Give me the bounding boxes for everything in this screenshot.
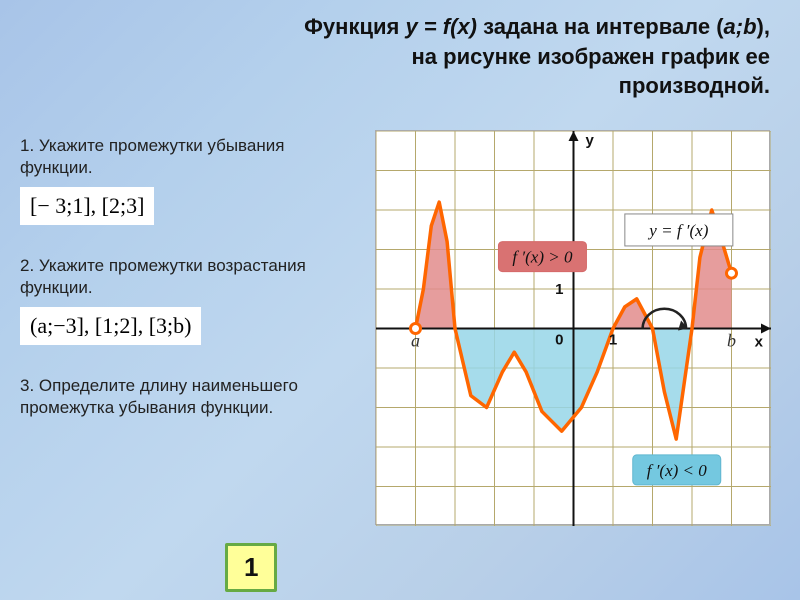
title-ab: a;b (724, 14, 757, 39)
slide-title: Функция y = f(x) задана на интервале (a;… (0, 0, 800, 109)
svg-text:1: 1 (609, 332, 617, 349)
title-part2: задана на интервале ( (477, 14, 724, 39)
svg-text:y = f ′(x): y = f ′(x) (647, 221, 708, 240)
title-close: ), (757, 14, 770, 39)
svg-text:b: b (727, 331, 736, 351)
task-2: 2. Укажите промежутки возрастания функци… (20, 255, 355, 299)
svg-text:f ′(x) > 0: f ′(x) > 0 (512, 248, 573, 267)
derivative-chart: 0 1 1 y x a b f ′(x) > 0 f ′(x) < 0 y = f ′(x) (376, 131, 771, 526)
svg-text:f ′(x) < 0: f ′(x) < 0 (647, 461, 708, 480)
final-answer: 1 (225, 543, 277, 592)
task-1-answer: [− 3;1], [2;3] (20, 187, 154, 225)
svg-text:0: 0 (555, 332, 563, 349)
title-line3: производной. (619, 73, 770, 98)
title-fn: y = f(x) (405, 14, 477, 39)
task-1: 1. Укажите промежутки убывания функции. (20, 135, 355, 179)
task-2-answer: (a;−3], [1;2], [3;b) (20, 307, 201, 345)
svg-text:y: y (586, 132, 595, 149)
tasks-column: 1. Укажите промежутки убывания функции. … (20, 135, 355, 428)
final-answer-wrap: 1 (225, 543, 277, 592)
task-3: 3. Определите длину наименьшего промежут… (20, 375, 355, 419)
title-line2: на рисунке изображен график ее (412, 44, 770, 69)
slide-page: Функция y = f(x) задана на интервале (a;… (0, 0, 800, 600)
svg-text:1: 1 (555, 281, 563, 298)
chart-container: 0 1 1 y x a b f ′(x) > 0 f ′(x) < 0 y = f ′(x) (375, 130, 770, 525)
title-part1: Функция (304, 14, 405, 39)
svg-text:a: a (411, 331, 420, 351)
svg-text:x: x (755, 334, 764, 351)
